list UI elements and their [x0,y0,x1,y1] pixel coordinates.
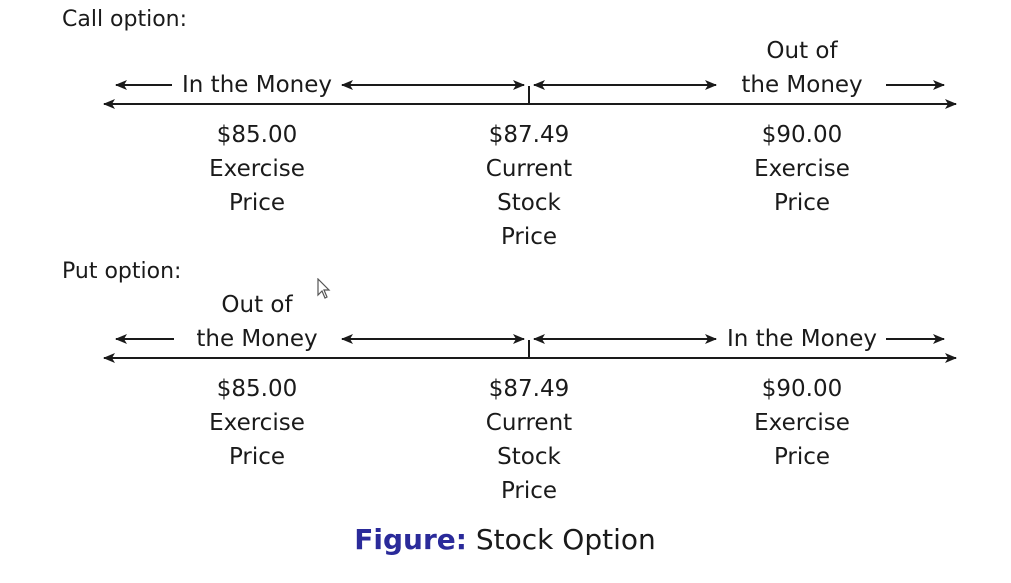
price-label: Price [228,190,286,216]
call-right-exercise-price: $90.00 Exercise Price [722,118,882,220]
price-label: Price [500,478,558,504]
price-label: Price [228,444,286,470]
figure-caption-text: Stock Option [475,523,656,556]
put-in-the-money-label: In the Money [721,322,883,356]
call-left-exercise-price: $85.00 Exercise Price [177,118,337,220]
price-label: Exercise [209,410,305,436]
price-value: $90.00 [761,122,843,148]
call-otm-line2: the Money [741,72,863,98]
put-out-of-the-money-label: Out of the Money [190,288,324,356]
put-right-exercise-price: $90.00 Exercise Price [722,372,882,474]
price-label: Price [773,190,831,216]
price-value: $85.00 [216,122,298,148]
figure-caption: Figure: Stock Option [354,523,655,557]
price-label: Price [500,224,558,250]
price-label: Exercise [754,410,850,436]
put-otm-line2: the Money [196,326,318,352]
price-value: $87.49 [488,122,570,148]
price-label: Stock [497,444,561,470]
price-value: $85.00 [216,376,298,402]
mouse-cursor-icon [317,278,331,299]
figure-caption-label: Figure: [354,523,467,556]
put-otm-line1: Out of [221,292,293,318]
price-value: $90.00 [761,376,843,402]
put-current-stock-price: $87.49 Current Stock Price [449,372,609,508]
price-label: Exercise [209,156,305,182]
call-out-of-the-money-label: Out of the Money [735,34,869,102]
call-current-stock-price: $87.49 Current Stock Price [449,118,609,254]
put-option-title: Put option: [62,259,182,284]
put-left-exercise-price: $85.00 Exercise Price [177,372,337,474]
price-value: $87.49 [488,376,570,402]
price-label: Current [485,410,573,436]
price-label: Price [773,444,831,470]
price-label: Stock [497,190,561,216]
call-option-title: Call option: [62,7,188,32]
call-otm-line1: Out of [766,38,838,64]
price-label: Current [485,156,573,182]
price-label: Exercise [754,156,850,182]
call-in-the-money-label: In the Money [176,68,338,102]
